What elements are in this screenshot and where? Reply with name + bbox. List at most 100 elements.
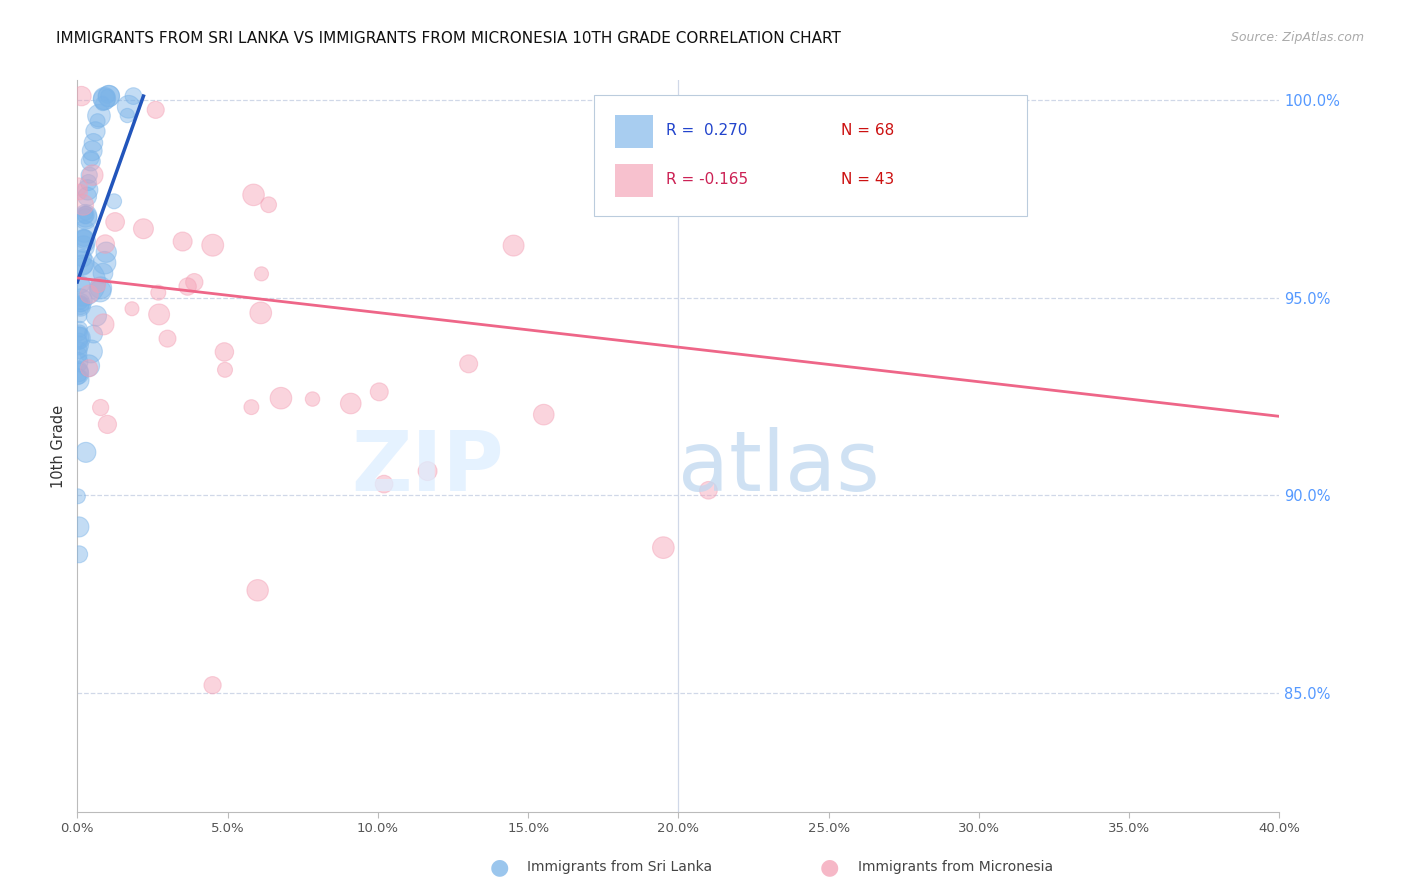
Point [145, 103, 167, 117]
Point [339, 396, 361, 410]
Point [69, 299, 91, 313]
Point [697, 483, 720, 498]
Point [249, 306, 271, 320]
Point [75, 208, 97, 222]
Point [82, 144, 104, 158]
Point [72, 258, 94, 272]
Point [67, 338, 90, 352]
Text: ●: ● [489, 857, 509, 877]
Point [70, 89, 93, 103]
Point [172, 235, 194, 249]
Point [82, 168, 104, 182]
Point [73, 232, 96, 246]
Point [93, 91, 115, 105]
Point [86, 114, 108, 128]
Point [270, 391, 292, 405]
Point [87, 278, 110, 293]
Point [90, 401, 112, 415]
Point [104, 215, 127, 229]
Text: N = 43: N = 43 [841, 171, 894, 186]
Point [80, 154, 103, 169]
Point [122, 89, 145, 103]
Point [368, 384, 391, 399]
Point [117, 109, 139, 123]
Point [156, 332, 179, 346]
Point [69, 185, 91, 199]
Point [84, 124, 107, 138]
Point [67, 547, 90, 561]
Point [69, 295, 91, 310]
Point [301, 392, 323, 406]
Point [103, 194, 125, 209]
Point [91, 266, 114, 280]
Text: atlas: atlas [679, 427, 880, 508]
Point [94, 237, 117, 252]
Point [67, 331, 90, 345]
Point [533, 408, 555, 422]
Text: ZIP: ZIP [352, 427, 505, 508]
Point [67, 326, 90, 340]
Point [76, 189, 98, 203]
Text: IMMIGRANTS FROM SRI LANKA VS IMMIGRANTS FROM MICRONESIA 10TH GRADE CORRELATION C: IMMIGRANTS FROM SRI LANKA VS IMMIGRANTS … [56, 31, 841, 46]
Point [73, 231, 96, 245]
Point [67, 355, 90, 369]
Point [75, 209, 97, 223]
Text: Immigrants from Sri Lanka: Immigrants from Sri Lanka [527, 860, 713, 874]
Point [67, 520, 90, 534]
Point [72, 198, 94, 212]
Point [373, 477, 395, 491]
Point [72, 251, 94, 265]
Point [87, 109, 110, 123]
Point [257, 198, 280, 212]
Text: R =  0.270: R = 0.270 [666, 123, 748, 138]
Point [67, 343, 90, 358]
Point [66, 369, 89, 384]
Point [246, 583, 269, 598]
Point [214, 363, 236, 377]
Point [457, 357, 479, 371]
Bar [614, 115, 654, 148]
Point [93, 256, 115, 270]
Point [121, 301, 143, 316]
Point [70, 275, 93, 289]
Point [69, 309, 91, 323]
Point [183, 275, 205, 289]
Point [96, 417, 118, 432]
Point [77, 176, 100, 190]
Point [72, 256, 94, 270]
Point [77, 168, 100, 182]
Point [148, 308, 170, 322]
Point [214, 345, 236, 359]
Point [66, 373, 89, 387]
Text: Immigrants from Micronesia: Immigrants from Micronesia [858, 860, 1053, 874]
Point [66, 489, 89, 503]
Point [148, 285, 170, 300]
Point [97, 89, 120, 103]
Text: N = 68: N = 68 [841, 123, 894, 138]
FancyBboxPatch shape [595, 95, 1026, 216]
Point [502, 238, 524, 252]
Point [80, 151, 103, 165]
Point [73, 234, 96, 248]
Point [80, 344, 103, 359]
Point [77, 361, 100, 376]
Point [69, 299, 91, 313]
Point [240, 400, 263, 414]
Point [250, 267, 273, 281]
Point [75, 206, 97, 220]
Text: R = -0.165: R = -0.165 [666, 171, 748, 186]
Point [76, 183, 98, 197]
Point [93, 318, 115, 332]
Bar [614, 164, 654, 197]
Point [83, 327, 105, 342]
Point [91, 96, 114, 111]
Point [73, 224, 96, 238]
Point [201, 238, 224, 252]
Point [69, 293, 91, 308]
Point [77, 359, 100, 373]
Point [97, 89, 120, 103]
Point [652, 541, 675, 555]
Point [118, 100, 141, 114]
Point [176, 279, 198, 293]
Point [77, 287, 100, 301]
